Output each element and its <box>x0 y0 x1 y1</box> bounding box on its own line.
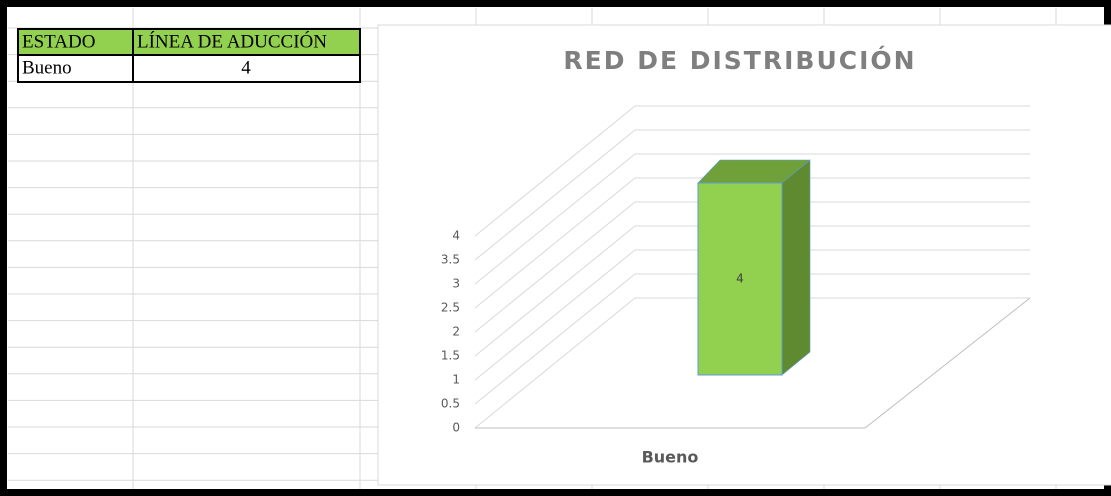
cell-text: Bueno <box>22 57 72 78</box>
y-tick-label: 0 <box>452 421 460 435</box>
grid-line <box>474 225 1030 357</box>
header-text: LÍNEA DE ADUCCIÓN <box>137 30 327 52</box>
y-tick-label: 2.5 <box>441 301 460 315</box>
cell <box>17 54 134 83</box>
grid-line <box>474 273 1030 405</box>
header-cell <box>132 28 361 56</box>
grid-line <box>474 201 1030 333</box>
grid-line <box>474 177 1030 309</box>
y-tick-label: 3 <box>452 277 460 291</box>
y-tick-label: 1 <box>452 373 460 387</box>
cell-text: 4 <box>241 57 251 78</box>
cell <box>132 54 361 83</box>
y-tick-label: 4 <box>452 229 460 243</box>
data-label: 4 <box>736 272 744 286</box>
chart-title: RED DE DISTRIBUCIÓN <box>563 45 916 75</box>
grid-line <box>474 129 1030 261</box>
x-tick-label: Bueno <box>642 448 699 467</box>
bar-side <box>781 159 811 376</box>
grid-line <box>474 297 1030 429</box>
header-text: ESTADO <box>22 31 95 52</box>
chart: RED DE DISTRIBUCIÓN 0 0.5 1 1.5 2 2.5 3 3.5 4 4 Bu… <box>377 24 1111 486</box>
y-tick-label: 3.5 <box>441 253 460 267</box>
y-tick-label: 2 <box>452 325 460 339</box>
floor <box>475 297 1031 429</box>
grid-line <box>474 249 1030 381</box>
y-tick-label: 0.5 <box>441 397 460 411</box>
grid-line <box>474 153 1030 285</box>
table: ESTADO LÍNEA DE ADUCCIÓN Bueno 4 <box>17 28 361 83</box>
grid-line <box>474 105 1030 237</box>
y-tick-label: 1.5 <box>441 349 460 363</box>
bar <box>697 182 783 376</box>
